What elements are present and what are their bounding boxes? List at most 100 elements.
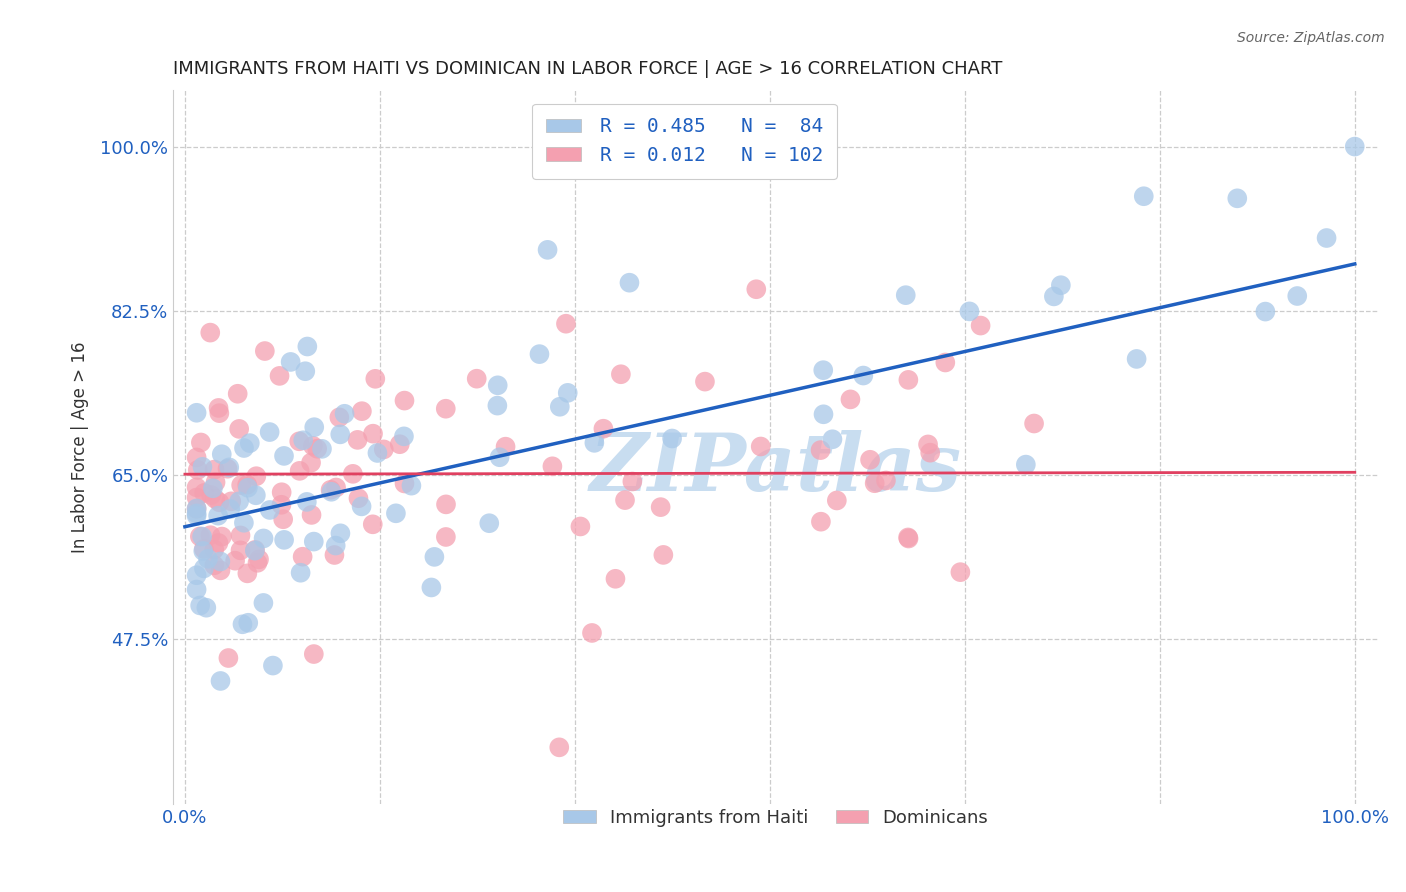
Point	[581, 626, 603, 640]
Point	[233, 441, 256, 455]
Point	[187, 463, 209, 477]
Point	[583, 435, 606, 450]
Point	[346, 433, 368, 447]
Point	[385, 506, 408, 520]
Point	[188, 599, 211, 613]
Point	[297, 339, 319, 353]
Point	[361, 517, 384, 532]
Point	[949, 565, 972, 579]
Point	[934, 355, 956, 369]
Point	[548, 740, 571, 755]
Point	[1015, 458, 1038, 472]
Point	[917, 437, 939, 451]
Point	[207, 536, 229, 550]
Point	[186, 508, 208, 523]
Point	[548, 400, 571, 414]
Point	[188, 529, 211, 543]
Point	[342, 467, 364, 481]
Point	[273, 449, 295, 463]
Point	[619, 276, 641, 290]
Point	[329, 526, 352, 541]
Point	[236, 477, 259, 491]
Point	[319, 483, 342, 497]
Point	[329, 427, 352, 442]
Point	[661, 432, 683, 446]
Point	[302, 534, 325, 549]
Point	[245, 488, 267, 502]
Point	[745, 282, 768, 296]
Point	[228, 422, 250, 436]
Point	[969, 318, 991, 333]
Point	[323, 548, 346, 562]
Point	[269, 368, 291, 383]
Point	[228, 494, 250, 508]
Point	[290, 566, 312, 580]
Point	[541, 459, 564, 474]
Point	[693, 375, 716, 389]
Point	[839, 392, 862, 407]
Legend: Immigrants from Haiti, Dominicans: Immigrants from Haiti, Dominicans	[555, 801, 995, 834]
Point	[229, 543, 252, 558]
Point	[350, 500, 373, 514]
Point	[1316, 231, 1339, 245]
Point	[291, 549, 314, 564]
Point	[301, 508, 323, 522]
Point	[529, 347, 551, 361]
Point	[304, 420, 326, 434]
Point	[813, 407, 835, 421]
Point	[204, 462, 226, 476]
Point	[434, 401, 457, 416]
Point	[247, 552, 270, 566]
Point	[897, 532, 920, 546]
Point	[219, 494, 242, 508]
Point	[610, 368, 633, 382]
Point	[875, 474, 897, 488]
Point	[231, 478, 253, 492]
Point	[262, 658, 284, 673]
Point	[1226, 191, 1249, 205]
Point	[749, 440, 772, 454]
Point	[186, 501, 208, 516]
Point	[394, 476, 416, 491]
Text: ZIPatlas: ZIPatlas	[589, 430, 962, 508]
Point	[186, 406, 208, 420]
Point	[555, 317, 578, 331]
Point	[202, 558, 225, 573]
Point	[825, 493, 848, 508]
Point	[202, 542, 225, 557]
Point	[392, 429, 415, 443]
Point	[208, 495, 231, 509]
Point	[193, 544, 215, 558]
Point	[325, 539, 347, 553]
Text: IMMIGRANTS FROM HAITI VS DOMINICAN IN LABOR FORCE | AGE > 16 CORRELATION CHART: IMMIGRANTS FROM HAITI VS DOMINICAN IN LA…	[173, 60, 1002, 78]
Point	[280, 355, 302, 369]
Point	[193, 541, 215, 556]
Point	[388, 437, 411, 451]
Point	[270, 485, 292, 500]
Point	[239, 436, 262, 450]
Point	[211, 530, 233, 544]
Point	[821, 432, 844, 446]
Point	[328, 410, 350, 425]
Point	[197, 551, 219, 566]
Point	[592, 422, 614, 436]
Point	[311, 442, 333, 456]
Point	[394, 393, 416, 408]
Point	[605, 572, 627, 586]
Point	[614, 493, 637, 508]
Point	[420, 581, 443, 595]
Point	[204, 475, 226, 490]
Point	[200, 528, 222, 542]
Point	[236, 566, 259, 581]
Point	[295, 495, 318, 509]
Point	[959, 304, 981, 318]
Point	[347, 491, 370, 506]
Point	[852, 368, 875, 383]
Point	[1254, 304, 1277, 318]
Point	[246, 556, 269, 570]
Point	[486, 399, 509, 413]
Point	[252, 596, 274, 610]
Point	[288, 434, 311, 449]
Point	[204, 491, 226, 506]
Point	[186, 491, 208, 505]
